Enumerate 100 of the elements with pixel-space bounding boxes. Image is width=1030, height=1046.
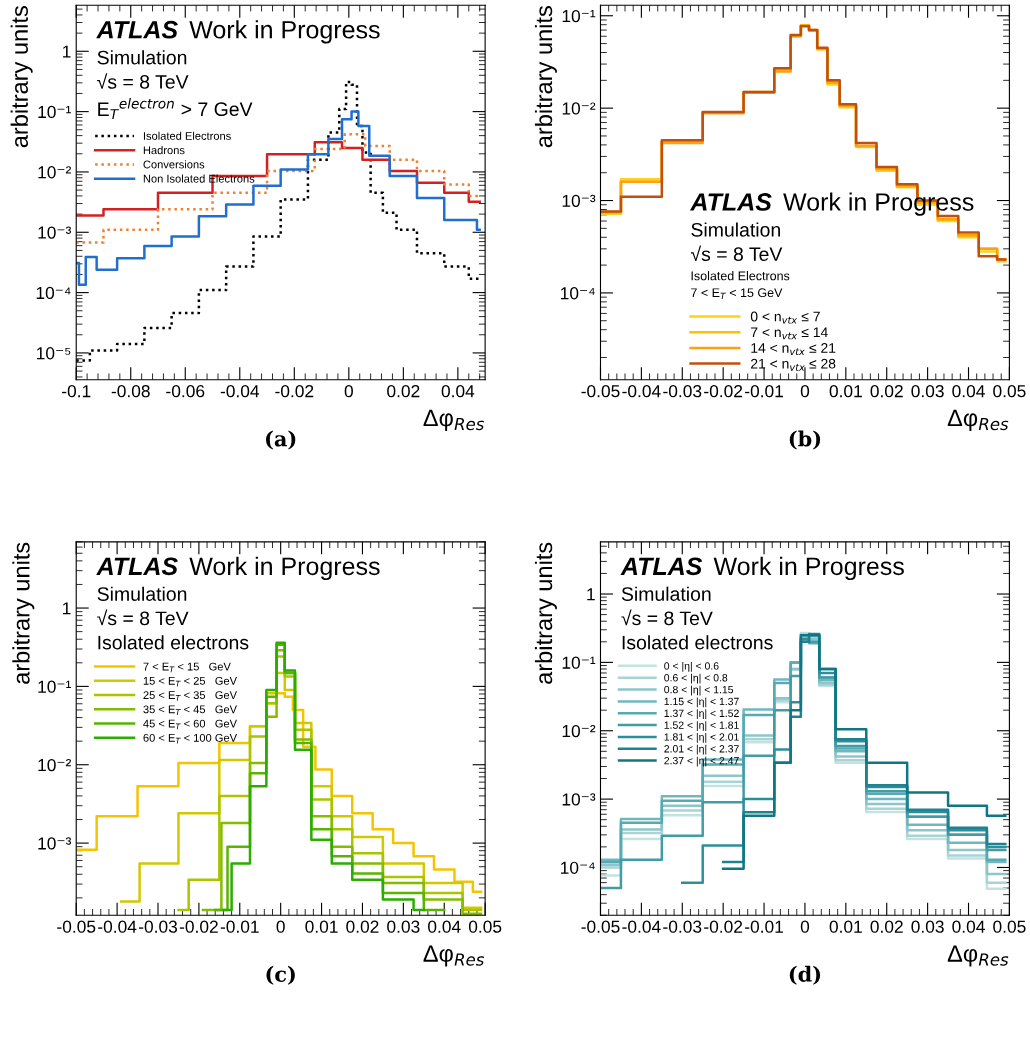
x-tick-label: -0.05 bbox=[581, 920, 620, 933]
legend-label: 1.37 < |η| < 1.52 bbox=[664, 709, 739, 720]
legend-label: 21 < n$_{vtx}$ ≤ 28 bbox=[751, 358, 836, 371]
x-tick-label: -0.03 bbox=[663, 920, 702, 933]
legend-label: 1.52 < |η| < 1.81 bbox=[664, 721, 739, 731]
annotation: E$_{T}$$^{electron}$ > 7 GeV bbox=[98, 98, 253, 120]
x-tick-label: -0.01 bbox=[745, 385, 783, 398]
x-tick-label: 0.05 bbox=[993, 920, 1026, 933]
y-tick-label: 10⁻⁴ bbox=[561, 861, 595, 874]
x-tick-label: -0.04 bbox=[220, 385, 260, 398]
y-tick-label: 10⁻⁵ bbox=[37, 347, 71, 360]
y-tick-label: 10⁻¹ bbox=[38, 105, 71, 119]
text: (c) bbox=[266, 965, 295, 985]
text: (a) bbox=[266, 430, 296, 450]
legend-label: 45 < E$_{T}$ < 60 GeV bbox=[143, 719, 237, 730]
y-tick-label: 10⁻² bbox=[562, 724, 596, 738]
annotation: ATLAS bbox=[96, 557, 178, 576]
x-tick-label: 0 bbox=[344, 385, 353, 398]
x-tick-label: 0.03 bbox=[911, 920, 944, 933]
x-axis-title: Δφ$_{Res}$ bbox=[423, 409, 485, 431]
annotation: Isolated Electrons bbox=[691, 271, 790, 281]
x-tick-label: -0.08 bbox=[111, 385, 150, 398]
legend-label: 35 < E$_{T}$ < 45 GeV bbox=[143, 705, 237, 715]
x-tick-label: -0.04 bbox=[622, 920, 661, 933]
legend-label: 14 < n$_{vtx}$ ≤ 21 bbox=[751, 343, 836, 356]
y-axis-title: arbitrary units bbox=[534, 542, 557, 684]
legend-label: 7 < E$_{T}$ < 15 GeV bbox=[143, 662, 231, 673]
legend-label: 0.8 < |η| < 1.15 bbox=[664, 685, 734, 696]
x-tick-label: 0.04 bbox=[441, 385, 475, 398]
text: (b) bbox=[789, 430, 821, 450]
legend-label: 2.01 < |η| < 2.37 bbox=[664, 744, 739, 755]
annotation: Work in Progress bbox=[713, 556, 904, 581]
annotation: Work in Progress bbox=[189, 556, 380, 581]
x-tick-label: -0.04 bbox=[98, 920, 137, 933]
legend-label: 0 < |η| < 0.6 bbox=[664, 661, 719, 672]
x-tick-label: 0.04 bbox=[428, 920, 461, 933]
y-axis-title: arbitrary units bbox=[10, 6, 33, 148]
annotation: ATLAS bbox=[689, 193, 772, 211]
x-tick-label: 0.04 bbox=[952, 385, 985, 398]
x-tick-label: 0.02 bbox=[387, 385, 420, 398]
x-tick-label: 0.01 bbox=[829, 920, 862, 933]
annotation: Isolated electrons bbox=[622, 635, 773, 650]
x-tick-label: -0.02 bbox=[704, 385, 743, 398]
x-tick-label: -0.02 bbox=[275, 385, 314, 398]
x-tick-label: 0.02 bbox=[870, 385, 903, 398]
annotation: √s = 8 TeV bbox=[690, 245, 783, 262]
y-tick-label: 10⁻² bbox=[38, 758, 72, 772]
legend-label: Hadrons bbox=[143, 145, 185, 155]
annotation: ATLAS bbox=[620, 557, 703, 576]
legend-label: Conversions bbox=[143, 160, 205, 169]
x-tick-label: 0.04 bbox=[952, 920, 985, 933]
x-tick-label: 0.02 bbox=[346, 920, 379, 933]
y-axis-title: arbitrary units bbox=[534, 6, 557, 148]
legend-label: 25 < E$_{T}$ < 35 GeV bbox=[143, 691, 237, 701]
legend-label: 15 < E$_{T}$ < 25 GeV bbox=[143, 676, 237, 687]
annotation: 7 < E$_{T}$ < 15 GeV bbox=[691, 288, 783, 300]
annotation: Simulation bbox=[97, 586, 187, 601]
x-tick-label: -0.03 bbox=[138, 920, 178, 933]
x-tick-label: 0.02 bbox=[870, 920, 903, 933]
y-tick-label: 1 bbox=[587, 588, 595, 601]
legend-label: Isolated Electrons bbox=[143, 131, 231, 140]
y-tick-label: 10⁻⁴ bbox=[561, 287, 595, 300]
x-tick-label: -0.03 bbox=[663, 385, 702, 398]
legend-label: 1.81 < |η| < 2.01 bbox=[664, 733, 739, 743]
y-tick-label: 10⁻³ bbox=[38, 837, 72, 850]
x-axis-title: Δφ$_{Res}$ bbox=[423, 945, 485, 967]
annotation: Work in Progress bbox=[189, 20, 380, 44]
y-tick-label: 1 bbox=[63, 45, 71, 58]
x-tick-label: 0.03 bbox=[911, 385, 944, 398]
legend-label: 7 < n$_{vtx}$ ≤ 14 bbox=[751, 327, 828, 340]
y-tick-label: 10⁻³ bbox=[562, 194, 596, 207]
x-tick-label: 0.01 bbox=[829, 385, 862, 398]
x-tick-label: -0.02 bbox=[704, 920, 743, 933]
annotation: Simulation bbox=[691, 222, 780, 237]
legend-label: 1.15 < |η| < 1.37 bbox=[664, 697, 739, 708]
annotation: ATLAS bbox=[96, 20, 178, 39]
x-axis-title: Δφ$_{Res}$ bbox=[947, 945, 1009, 967]
y-tick-label: 10⁻² bbox=[38, 166, 72, 179]
x-tick-label: -0.01 bbox=[745, 920, 783, 933]
y-tick-label: 10⁻⁴ bbox=[36, 286, 71, 300]
y-tick-label: 10⁻³ bbox=[562, 793, 596, 806]
legend-label: 2.37 < |η| < 2.47 bbox=[664, 756, 739, 767]
x-tick-label: -0.04 bbox=[622, 385, 661, 398]
y-tick-label: 10⁻² bbox=[562, 102, 596, 115]
x-tick-label: 0 bbox=[276, 920, 285, 933]
annotation: Isolated electrons bbox=[98, 635, 249, 650]
x-tick-label: -0.06 bbox=[166, 385, 205, 398]
x-tick-label: 0 bbox=[800, 385, 810, 398]
x-tick-label: -0.05 bbox=[581, 385, 620, 398]
y-tick-label: 10⁻³ bbox=[38, 226, 72, 239]
y-tick-label: 1 bbox=[63, 602, 71, 615]
legend-label: 0.6 < |η| < 0.8 bbox=[664, 673, 728, 684]
x-tick-label: -0.1 bbox=[62, 385, 91, 398]
x-tick-label: 0.05 bbox=[993, 385, 1026, 398]
x-axis-title: Δφ$_{Res}$ bbox=[947, 409, 1009, 431]
annotation: √s = 8 TeV bbox=[621, 609, 713, 626]
x-tick-label: 0.03 bbox=[387, 920, 420, 933]
annotation: Simulation bbox=[621, 586, 711, 601]
x-tick-label: 0.01 bbox=[305, 920, 338, 933]
x-tick-label: -0.01 bbox=[220, 920, 259, 933]
